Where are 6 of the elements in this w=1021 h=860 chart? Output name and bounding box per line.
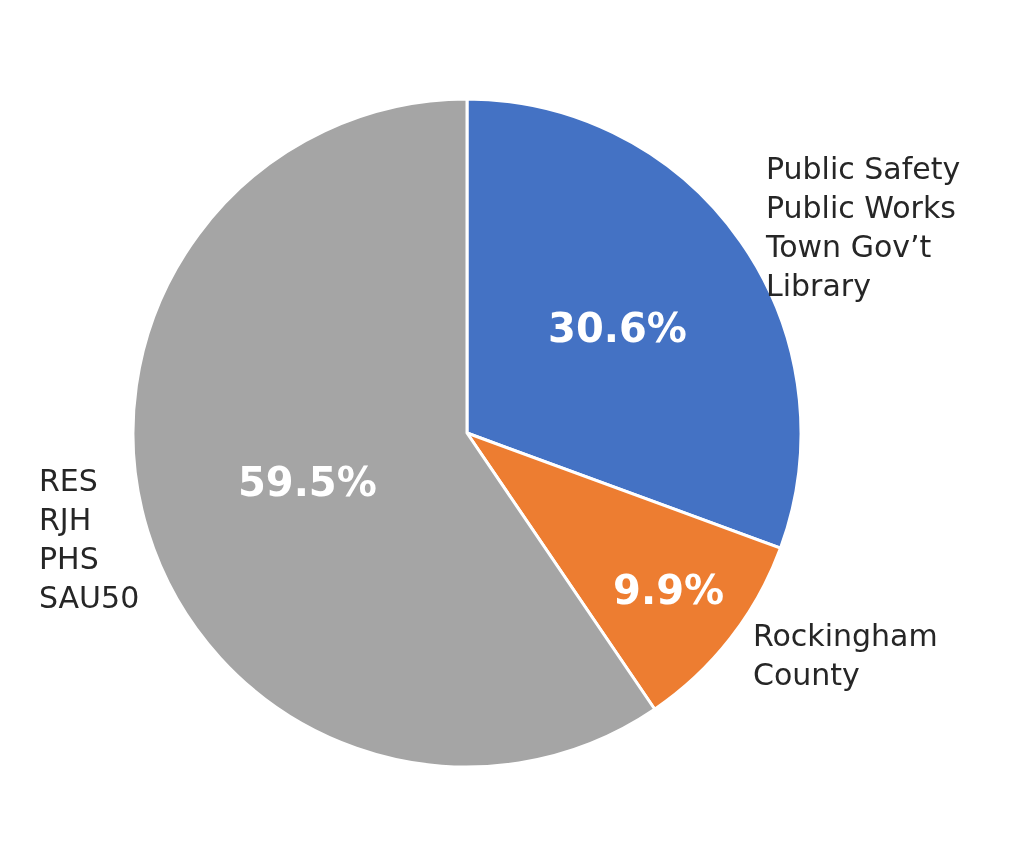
slice-label: Rockingham County bbox=[753, 618, 938, 692]
data-label: 30.6% bbox=[548, 304, 687, 351]
slice-label: RES RJH PHS SAU50 bbox=[39, 463, 140, 615]
data-label: 9.9% bbox=[613, 567, 725, 614]
data-label: 59.5% bbox=[237, 459, 377, 506]
slice-label: Public Safety Public Works Town Gov’t Library bbox=[765, 151, 961, 303]
